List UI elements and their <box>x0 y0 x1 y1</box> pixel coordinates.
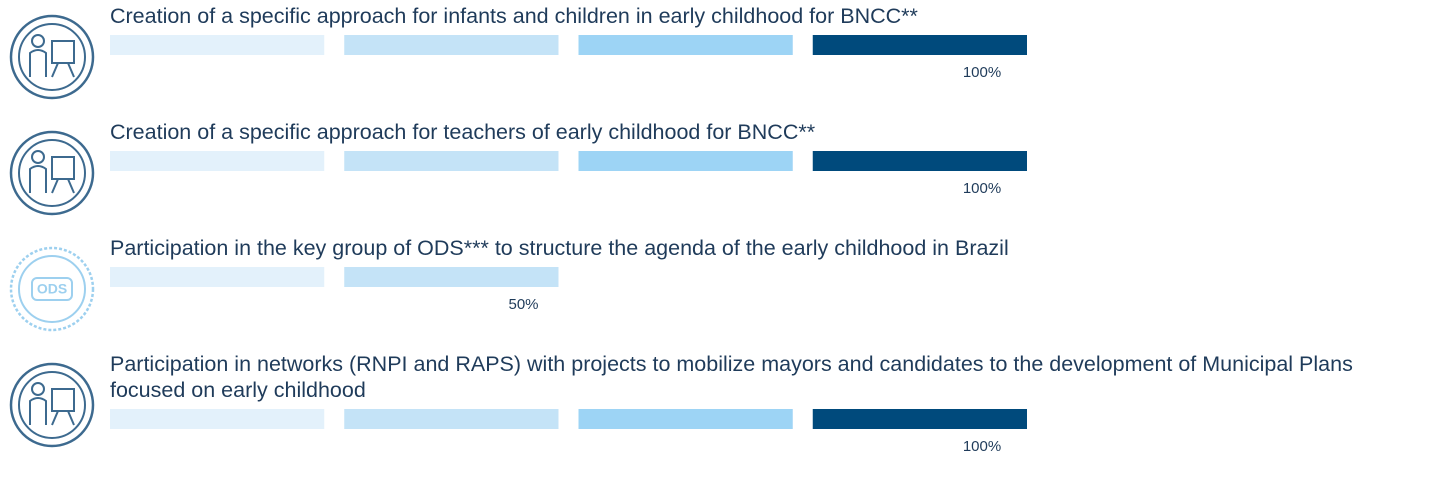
progress-bar: 100% <box>110 151 1027 197</box>
progress-segment <box>812 151 1027 171</box>
icon-body <box>29 40 75 78</box>
rows: Creation of a specific approach for infa… <box>0 3 1439 457</box>
progress-row: Creation of a specific approach for infa… <box>0 3 1439 100</box>
progress-bar: 100% <box>110 409 1027 455</box>
value-label: 100% <box>963 438 1001 455</box>
icon-body <box>29 388 75 426</box>
progress-segment <box>110 151 325 171</box>
progress-row: Creation of a specific approach for teac… <box>0 119 1439 216</box>
progress-segment <box>578 151 793 171</box>
icon-ring <box>9 14 95 100</box>
progress-row: ODS Participation in the key group of ODS… <box>0 235 1439 332</box>
row-label: Creation of a specific approach for infa… <box>110 4 918 28</box>
icon-ring <box>9 130 95 216</box>
icon-ring <box>9 362 95 448</box>
value-label: 50% <box>508 296 538 313</box>
progress-bar: 100% <box>110 35 1027 81</box>
row-label: Participation in networks (RNPI and RAPS… <box>110 352 1353 402</box>
badge-text: ODS <box>37 281 67 297</box>
icon-inner <box>18 255 86 323</box>
value-label: 100% <box>963 64 1001 81</box>
row-label: Creation of a specific approach for teac… <box>110 120 816 144</box>
row-icon: ODS <box>9 246 95 332</box>
icon-inner <box>18 139 86 207</box>
progress-segment <box>344 35 559 55</box>
progress-segment <box>344 409 559 429</box>
badge-box <box>31 277 73 301</box>
progress-segment <box>578 409 793 429</box>
row-icon <box>9 14 95 100</box>
icon-head <box>31 150 45 164</box>
icon-head <box>31 382 45 396</box>
value-label: 100% <box>963 180 1001 197</box>
row-label: Participation in the key group of ODS***… <box>110 236 1009 260</box>
row-icon <box>9 130 95 216</box>
progress-bar: 50% <box>110 267 559 313</box>
icon-inner <box>18 23 86 91</box>
icon-body <box>29 156 75 194</box>
progress-segment <box>812 409 1027 429</box>
icon-head <box>31 34 45 48</box>
progress-segment <box>110 267 325 287</box>
progress-segment <box>110 35 325 55</box>
progress-segment <box>344 267 559 287</box>
icon-inner <box>18 371 86 439</box>
row-icon <box>9 362 95 448</box>
progress-segment <box>578 35 793 55</box>
progress-segment <box>110 409 325 429</box>
progress-segment <box>344 151 559 171</box>
progress-segment <box>812 35 1027 55</box>
page: {"chart_data": {"type": "progress", "cat… <box>0 3 1439 487</box>
icon-ring <box>9 246 95 332</box>
progress-row: Participation in networks (RNPI and RAPS… <box>0 351 1439 457</box>
